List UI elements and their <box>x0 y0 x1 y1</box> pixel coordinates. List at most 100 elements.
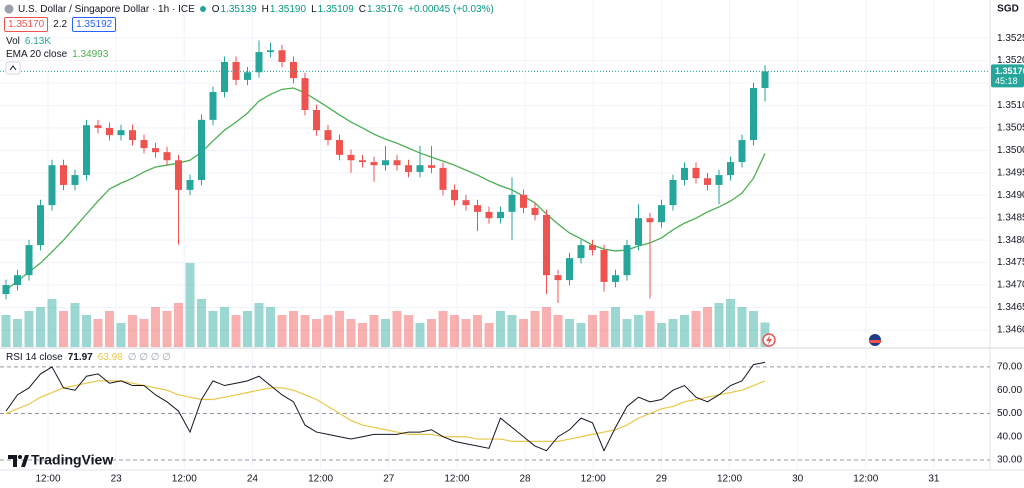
rsi-value: 71.97 <box>67 352 93 363</box>
candle-body <box>600 250 608 282</box>
legend-header: U.S. Dollar / Singapore Dollar · 1h · IC… <box>4 2 494 16</box>
candle-body <box>25 245 33 276</box>
candle-body <box>232 61 240 80</box>
candle-body <box>83 125 90 176</box>
candle-body <box>60 165 67 185</box>
candle-body <box>761 71 769 88</box>
volume-bar <box>128 315 137 347</box>
candle-body <box>163 152 171 161</box>
volume-bar <box>622 319 632 347</box>
price-tick-label: 1.34950 <box>997 167 1024 178</box>
rsi-tick-label: 60.00 <box>997 385 1022 396</box>
candle-body <box>428 165 435 168</box>
price-tick-label: 1.34900 <box>997 190 1024 201</box>
brand-name: TradingView <box>31 452 113 468</box>
buy-button[interactable]: 1.35192 <box>72 17 117 32</box>
price-tick-label: 1.34700 <box>997 280 1024 291</box>
rsi-ma-value: 63.98 <box>97 352 123 363</box>
volume-bar <box>254 303 264 347</box>
time-label: 29 <box>656 474 668 485</box>
ohlc-value: 1.35190 <box>269 3 307 15</box>
volume-bar <box>289 311 298 347</box>
last-price-label: 1.35176 <box>995 66 1024 76</box>
candle-body <box>554 275 562 281</box>
collapse-icon <box>9 65 17 71</box>
last-price-tag <box>991 64 1024 88</box>
price-tick-label: 1.35000 <box>997 145 1024 156</box>
bid-ask-row: 1.35170 2.2 1.35192 <box>4 17 121 32</box>
candle-body <box>313 109 320 131</box>
time-label: 12:00 <box>853 474 878 485</box>
time-label: 27 <box>383 474 395 485</box>
volume-bar <box>404 315 413 347</box>
ohlc-value: 1.35176 <box>367 3 404 15</box>
rsi-tick-label: 50.00 <box>997 408 1022 419</box>
volume-bar <box>47 299 57 347</box>
symbol-icon <box>4 4 14 14</box>
collapse-button[interactable] <box>5 61 21 75</box>
candle-body <box>255 52 263 73</box>
candle-body <box>623 245 631 276</box>
candle-body <box>48 165 56 206</box>
sell-button[interactable]: 1.35170 <box>4 17 49 32</box>
plot-layer <box>0 40 990 452</box>
time-label: 12:00 <box>35 474 60 485</box>
candle-body <box>497 211 504 219</box>
volume-bar <box>473 315 482 347</box>
logo-dot <box>18 455 22 459</box>
candle-body <box>393 160 401 166</box>
candle-body <box>416 165 424 172</box>
candle-body <box>750 87 757 141</box>
rsi-name[interactable]: RSI 14 close <box>6 352 63 363</box>
volume-bar <box>691 311 701 347</box>
volume-bar <box>381 319 390 347</box>
time-label: 12:00 <box>308 474 333 485</box>
rsi-line <box>5 380 766 442</box>
volume-bar <box>105 311 114 347</box>
time-label: 12:00 <box>444 474 469 485</box>
time-label: 12:00 <box>172 474 197 485</box>
volume-bar <box>484 323 494 347</box>
volume-bar <box>507 315 517 347</box>
ema-name[interactable]: EMA 20 close <box>6 49 68 60</box>
time-label: 12:00 <box>581 474 606 485</box>
price-tick-label: 1.35200 <box>997 55 1024 66</box>
volume-bar <box>266 307 275 347</box>
volume-bar <box>668 319 678 347</box>
volume-bar <box>70 303 80 347</box>
volume-bar <box>634 315 643 347</box>
volume-bar <box>415 323 425 347</box>
volume-bar <box>300 315 310 347</box>
volume-bar <box>645 311 655 347</box>
candle-body <box>485 211 493 219</box>
candle-body <box>727 162 734 176</box>
candle-body <box>278 50 286 62</box>
candle-body <box>347 154 355 161</box>
volume-bar <box>542 307 551 347</box>
volume-bar <box>530 311 540 347</box>
symbol-title[interactable]: U.S. Dollar / Singapore Dollar · 1h · IC… <box>18 3 195 15</box>
volume-bar <box>24 311 34 347</box>
candle-body <box>658 205 665 223</box>
candle-body <box>198 119 205 181</box>
candle-body <box>336 140 343 155</box>
logo-mark <box>8 455 17 467</box>
volume-bar <box>553 315 563 347</box>
candle-body <box>324 130 332 141</box>
volume-bar <box>427 319 436 347</box>
candle-body <box>370 162 378 166</box>
time-label: 23 <box>111 474 123 485</box>
volume-bar <box>185 263 195 347</box>
volume-bar <box>174 303 183 347</box>
price-tick-label: 1.34750 <box>997 257 1024 268</box>
candle-body <box>267 50 274 53</box>
volume-bar <box>450 315 459 347</box>
candle-body <box>290 61 297 79</box>
time-label: 31 <box>928 474 940 485</box>
volume-bar <box>162 311 172 347</box>
volume-bar <box>220 307 229 347</box>
candle-body <box>301 78 309 110</box>
volume-name[interactable]: Vol <box>6 36 20 47</box>
currency-label[interactable]: SGD <box>997 4 1019 15</box>
